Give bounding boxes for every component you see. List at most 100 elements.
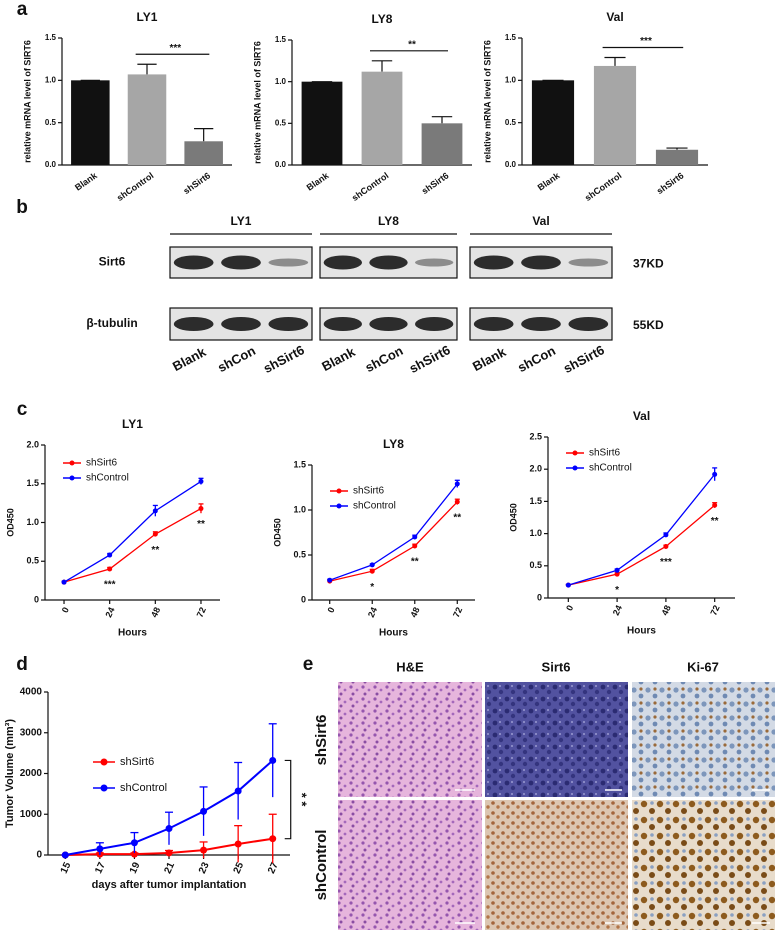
y-tick-label: 0.0 [505,160,517,169]
blot-lane-label: shSirt6 [561,342,607,376]
x-tick-label: 0 [325,606,336,615]
x-tick-label: shSirt6 [181,170,212,196]
series-line [568,504,716,586]
y-tick-label: 1.5 [275,35,287,44]
histology-row-label: shControl [313,830,330,901]
bar [127,74,167,165]
y-tick-label: 1.0 [293,504,306,514]
x-tick-label: 19 [128,860,143,875]
point [165,849,173,857]
y-tick-label: 2.0 [529,464,542,474]
x-tick-label: 72 [708,604,721,617]
x-axis-label: days after tumor implantation [92,879,247,891]
y-tick-label: 0.0 [45,160,57,169]
x-tick-label: shControl [350,170,391,203]
histology-column-label: Ki-67 [687,659,719,674]
legend-label: shSirt6 [120,756,154,768]
significance: * [615,585,619,596]
x-tick-label: shSirt6 [420,170,451,196]
bar [593,65,637,165]
blot-group-label: Val [532,214,549,228]
significance: * [370,582,374,593]
scale-bars [455,789,770,924]
he-image [338,800,482,930]
series-line [63,507,202,583]
point [96,845,104,853]
point [614,571,620,577]
point [663,543,669,549]
y-tick-label: 1000 [20,809,43,820]
series-line [329,501,458,582]
y-tick-label: 2.0 [26,439,39,449]
y-tick-label: 0.0 [275,160,287,169]
legend-marker [100,758,108,766]
x-tick-label: 48 [660,604,673,617]
point [663,532,669,538]
point [614,567,620,573]
y-tick-label: 2.5 [529,431,542,441]
point [234,787,242,795]
blot-group-label: LY1 [231,214,252,228]
ki67-image [632,800,775,930]
histology-row-label: shSirt6 [313,715,330,766]
blot-row-label: β-tubulin [86,316,137,330]
point [412,543,418,549]
legend-label: shSirt6 [353,486,385,497]
blot-lane-label: Blank [170,344,209,374]
bar [421,123,463,165]
significance: *** [660,557,672,568]
x-tick-label: 17 [93,860,108,875]
chart-title: Val [606,10,623,24]
histology-images [338,682,775,930]
bar [301,81,343,165]
y-axis-label: OD450 [272,518,282,547]
x-tick-label: 24 [611,604,624,617]
x-tick-label: 25 [232,860,247,875]
blot-band [268,317,309,331]
sirt6-image [485,682,628,797]
y-tick-label: 0.5 [26,556,39,566]
bar [531,80,575,165]
y-tick-label: 0.5 [275,118,287,127]
significance: *** [640,36,652,47]
legend-label: shControl [86,473,129,484]
blot-lane-label: shCon [515,343,558,375]
blot-band [173,255,214,270]
point [454,499,460,505]
chart-title: LY8 [383,437,404,451]
y-tick-label: 1.0 [505,75,517,84]
y-tick-label: 1.5 [293,459,306,469]
point [369,568,375,574]
point [269,835,277,843]
y-tick-label: 0 [36,850,42,861]
y-tick-label: 1.0 [529,528,542,538]
legend-label: shSirt6 [589,448,621,459]
bar [655,149,699,165]
point [565,582,571,588]
blot-lane-label: shSirt6 [261,342,307,376]
series-line [329,483,458,581]
point [61,851,69,859]
point [234,840,242,848]
x-tick-label: 21 [162,860,177,875]
y-tick-label: 1.0 [26,517,39,527]
x-axis-label: Hours [627,626,656,637]
point [200,846,208,854]
blot-band [521,255,561,270]
bracket [284,759,292,840]
x-tick-label: shControl [583,170,624,203]
point [152,508,158,514]
blot-row-label: Sirt6 [99,255,126,269]
legend-marker [69,460,75,466]
legend-marker [69,475,75,481]
blot-band [221,317,261,331]
blot-lane-label: Blank [319,344,358,374]
significance: ** [197,519,205,530]
legend-label: shSirt6 [86,458,118,469]
blot-band [414,258,454,267]
panel-label: c [17,399,28,420]
x-tick-label: 0 [564,604,575,613]
y-tick-label: 0 [301,594,306,604]
x-tick-label: Blank [73,170,100,193]
